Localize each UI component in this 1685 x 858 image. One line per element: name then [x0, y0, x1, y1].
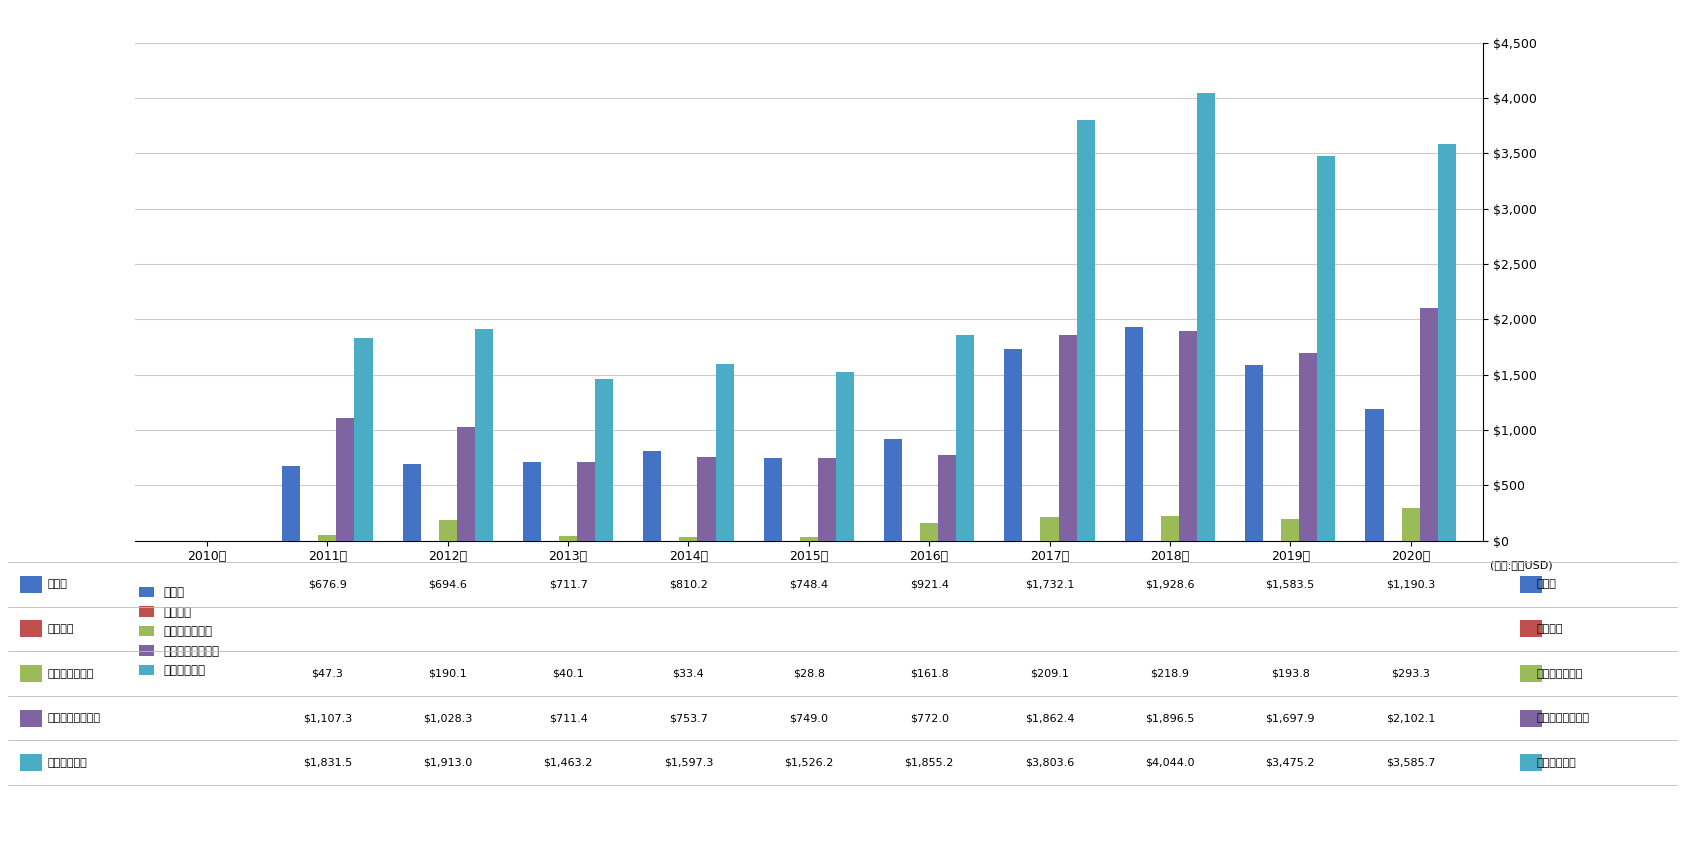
Text: $1,913.0: $1,913.0 [423, 758, 472, 768]
Text: $1,697.9: $1,697.9 [1265, 713, 1314, 723]
Bar [1180, 331, 1196, 541]
Text: その他の流動負債: その他の流動負債 [47, 713, 99, 723]
Text: $1,862.4: $1,862.4 [1024, 713, 1075, 723]
Bar [698, 457, 716, 541]
Text: $810.2: $810.2 [669, 579, 708, 589]
Bar [281, 466, 300, 541]
Bar [679, 537, 698, 541]
Bar [1419, 308, 1437, 541]
Bar [1402, 508, 1419, 541]
Bar [920, 523, 939, 541]
Text: $1,107.3: $1,107.3 [303, 713, 352, 723]
Text: $1,855.2: $1,855.2 [905, 758, 954, 768]
Bar [716, 364, 733, 541]
Text: 買掛金: 買掛金 [1537, 579, 1557, 589]
Bar [438, 519, 457, 541]
Bar [1299, 353, 1318, 541]
Text: $753.7: $753.7 [669, 713, 708, 723]
Text: $694.6: $694.6 [428, 579, 467, 589]
Bar [318, 535, 337, 541]
Text: その他の流動負債: その他の流動負債 [1537, 713, 1589, 723]
Text: $711.4: $711.4 [549, 713, 588, 723]
Bar [1040, 517, 1058, 541]
Bar [337, 418, 354, 541]
Bar [576, 462, 595, 541]
Text: (単位:百万USD): (単位:百万USD) [1490, 560, 1552, 571]
Text: 繰延収益: 繰延収益 [47, 624, 74, 634]
Text: $28.8: $28.8 [794, 668, 824, 679]
Text: $676.9: $676.9 [308, 579, 347, 589]
Text: $711.7: $711.7 [549, 579, 588, 589]
Text: $749.0: $749.0 [789, 713, 829, 723]
Text: $772.0: $772.0 [910, 713, 949, 723]
Bar [522, 462, 541, 541]
Text: $2,102.1: $2,102.1 [1385, 713, 1436, 723]
Text: $1,028.3: $1,028.3 [423, 713, 472, 723]
Text: $1,190.3: $1,190.3 [1387, 579, 1436, 589]
Bar [1004, 349, 1023, 541]
Bar [1161, 517, 1180, 541]
Text: $1,526.2: $1,526.2 [784, 758, 834, 768]
Bar [595, 378, 613, 541]
Bar [559, 536, 576, 541]
Text: $161.8: $161.8 [910, 668, 949, 679]
Bar [1126, 327, 1142, 541]
Bar [644, 451, 661, 541]
Text: 短期有利子負債: 短期有利子負債 [47, 668, 94, 679]
Bar [817, 457, 836, 541]
Bar [1196, 94, 1215, 541]
Bar [1245, 366, 1264, 541]
Bar [475, 329, 492, 541]
Text: $921.4: $921.4 [910, 579, 949, 589]
Bar [1058, 335, 1077, 541]
Text: $3,475.2: $3,475.2 [1265, 758, 1314, 768]
Text: 短期有利子負債: 短期有利子負債 [1537, 668, 1584, 679]
Text: $293.3: $293.3 [1392, 668, 1431, 679]
Text: $1,732.1: $1,732.1 [1024, 579, 1075, 589]
Bar [1365, 409, 1383, 541]
Bar [763, 458, 782, 541]
Text: $1,896.5: $1,896.5 [1146, 713, 1195, 723]
Bar [939, 455, 957, 541]
Bar [955, 335, 974, 541]
Text: $3,585.7: $3,585.7 [1385, 758, 1436, 768]
Bar [800, 537, 817, 541]
Text: $218.9: $218.9 [1151, 668, 1190, 679]
Bar [1077, 120, 1095, 541]
Bar [457, 426, 475, 541]
Text: $209.1: $209.1 [1030, 668, 1068, 679]
Text: 繰延収益: 繰延収益 [1537, 624, 1564, 634]
Text: $1,583.5: $1,583.5 [1265, 579, 1314, 589]
Bar [836, 372, 854, 541]
Bar [1281, 519, 1299, 541]
Bar [403, 463, 421, 541]
Legend: 買掛金, 繰延収益, 短期有利子負債, その他の流動負債, 流動負債合計: 買掛金, 繰延収益, 短期有利子負債, その他の流動負債, 流動負債合計 [140, 586, 219, 677]
Bar [1318, 156, 1336, 541]
Text: $748.4: $748.4 [789, 579, 829, 589]
Bar [1437, 144, 1456, 541]
Text: 流動負債合計: 流動負債合計 [1537, 758, 1577, 768]
Text: $190.1: $190.1 [428, 668, 467, 679]
Text: $40.1: $40.1 [553, 668, 585, 679]
Text: $3,803.6: $3,803.6 [1024, 758, 1073, 768]
Text: $1,597.3: $1,597.3 [664, 758, 713, 768]
Text: $193.8: $193.8 [1270, 668, 1309, 679]
Text: $1,463.2: $1,463.2 [543, 758, 593, 768]
Text: $1,831.5: $1,831.5 [303, 758, 352, 768]
Text: $1,928.6: $1,928.6 [1146, 579, 1195, 589]
Bar [354, 338, 372, 541]
Text: $47.3: $47.3 [312, 668, 344, 679]
Text: 流動負債合計: 流動負債合計 [47, 758, 88, 768]
Text: $33.4: $33.4 [672, 668, 704, 679]
Text: 買掛金: 買掛金 [47, 579, 67, 589]
Bar [885, 438, 901, 541]
Text: $4,044.0: $4,044.0 [1146, 758, 1195, 768]
